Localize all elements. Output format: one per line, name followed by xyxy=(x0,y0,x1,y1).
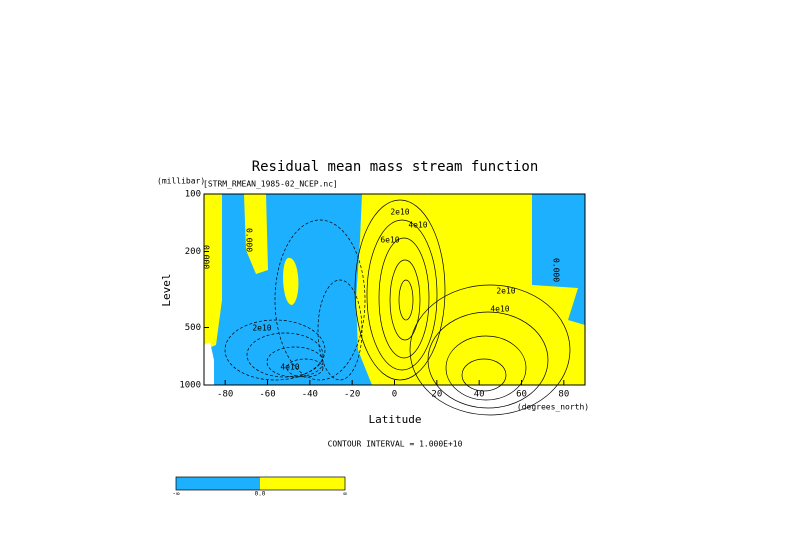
colorbar-label: ∞ xyxy=(343,491,347,498)
y-tick-label: 100 xyxy=(185,190,201,200)
contour-label: 0.000 xyxy=(245,228,254,252)
x-tick-label: 20 xyxy=(431,390,442,400)
contour-line xyxy=(246,332,324,378)
contour-line xyxy=(286,358,324,378)
x-unit: (degrees_north) xyxy=(517,403,589,412)
positive-region xyxy=(283,257,299,305)
x-label: Latitude xyxy=(369,413,422,426)
contour-label: 0.000 xyxy=(202,245,211,269)
colorbar-segment xyxy=(260,477,345,490)
x-tick-label: -60 xyxy=(259,390,275,400)
colorbar-segment xyxy=(176,477,260,490)
contour-line xyxy=(354,199,446,381)
x-tick-label: 0 xyxy=(392,390,397,400)
x-tick-label: 40 xyxy=(474,390,485,400)
y-tick-label: 1000 xyxy=(179,381,201,391)
contour-line xyxy=(427,311,549,409)
contour-line xyxy=(389,259,421,341)
subtitle: [STRM_RMEAN_1985-02_NCEP.nc] xyxy=(203,180,338,189)
y-unit: (millibar) xyxy=(157,177,205,186)
contour-label: 0.000 xyxy=(552,258,561,282)
contour-line xyxy=(409,284,571,416)
colorbar-label: -∞ xyxy=(172,491,180,498)
contour-line xyxy=(274,219,366,381)
contour-line xyxy=(378,237,430,359)
contour-label: 2e10 xyxy=(390,208,409,217)
colorbar-label: 0.0 xyxy=(255,491,266,498)
contour-label: 2e10 xyxy=(496,287,515,296)
positive-region xyxy=(244,194,268,274)
contour-line xyxy=(461,358,507,392)
note: CONTOUR INTERVAL = 1.000E+10 xyxy=(328,440,463,449)
contour-line xyxy=(317,279,363,381)
contour-line xyxy=(445,335,527,401)
chart-title: Residual mean mass stream function xyxy=(252,159,539,175)
contour-label: 4e10 xyxy=(490,305,509,314)
colorbar-frame xyxy=(175,476,346,491)
contour-line xyxy=(398,279,414,321)
contour-label: 4e10 xyxy=(280,363,299,372)
contour-label: 4e10 xyxy=(408,221,427,230)
x-tick-label: -80 xyxy=(217,390,233,400)
y-label: Level xyxy=(160,273,173,306)
contour-label: 2e10 xyxy=(252,324,271,333)
x-tick-label: 60 xyxy=(516,390,527,400)
x-tick-label: 80 xyxy=(558,390,569,400)
contour-line xyxy=(266,346,324,378)
x-tick-label: -20 xyxy=(344,390,360,400)
y-tick-label: 200 xyxy=(185,247,201,257)
y-tick-label: 500 xyxy=(185,323,201,333)
contour-line xyxy=(366,219,438,371)
contour-line xyxy=(224,319,326,381)
x-tick-label: -40 xyxy=(302,390,318,400)
contour-label: 6e10 xyxy=(380,236,399,245)
missing-region xyxy=(204,342,214,385)
positive-region xyxy=(204,194,222,350)
